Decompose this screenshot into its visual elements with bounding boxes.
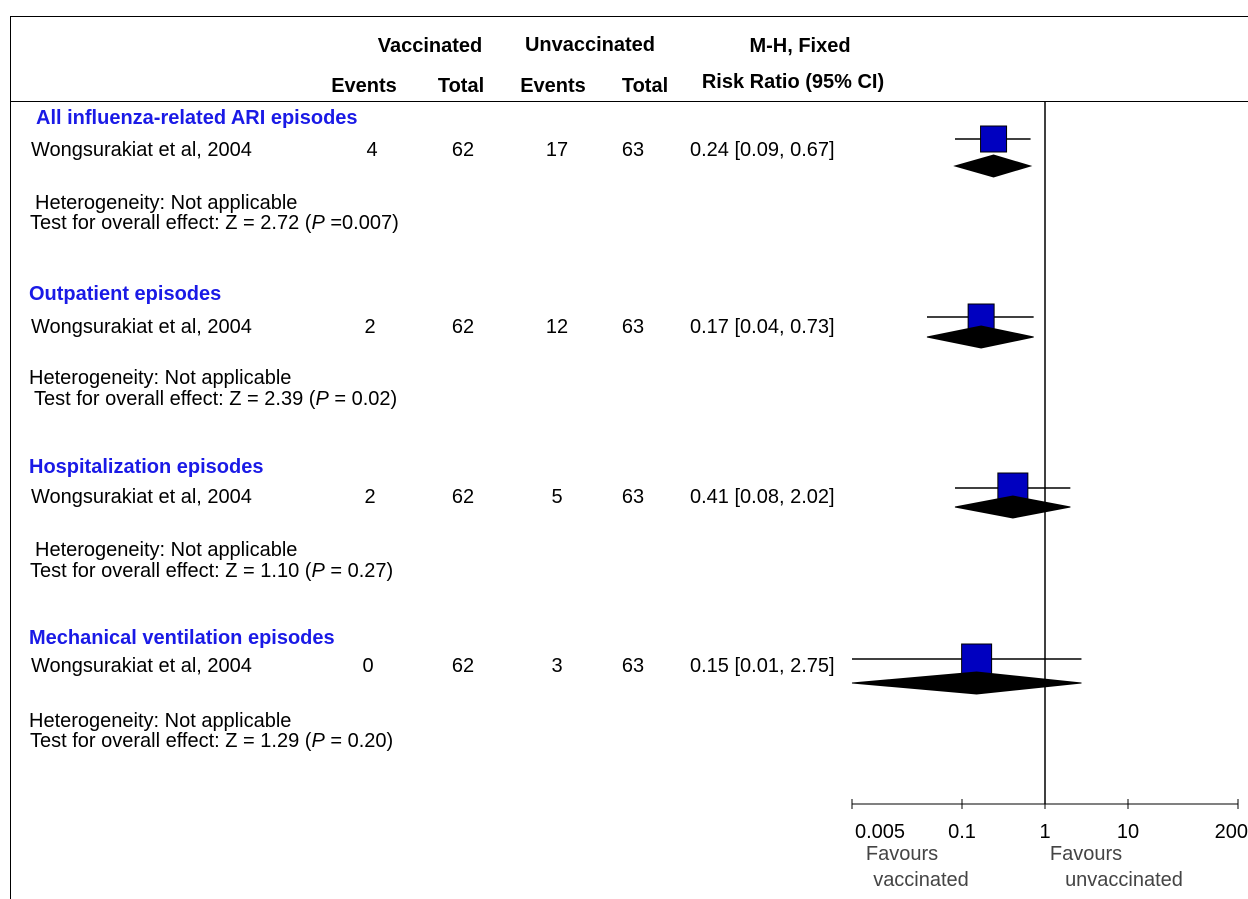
pooled-effect-diamond [851, 671, 1082, 695]
axis-tick-label: 0.1 [948, 821, 976, 843]
favours-unvaccinated-line1: Favours [1049, 843, 1123, 865]
unvaccinated-total: 63 [621, 655, 645, 677]
axis-tick-label: 1 [1039, 821, 1051, 843]
group-title: All influenza-related ARI episodes [36, 107, 358, 129]
pooled-effect-diamond [954, 495, 1071, 519]
header-events-vaccinated: Events [331, 75, 397, 97]
risk-ratio-ci: 0.24 [0.09, 0.67] [690, 139, 835, 161]
study-name: Wongsurakiat et al, 2004 [31, 139, 252, 161]
heterogeneity: Heterogeneity: Not applicable [29, 367, 292, 389]
header-total-vaccinated: Total [437, 75, 485, 97]
header-effect: Risk Ratio (95% CI) [701, 71, 885, 93]
favours-vaccinated-line2: vaccinated [873, 869, 969, 891]
heterogeneity: Heterogeneity: Not applicable [35, 539, 298, 561]
test-suffix: = 0.27) [324, 560, 394, 582]
left-border [10, 16, 11, 899]
test-prefix: Test for overall effect: Z = 2.39 ( [34, 388, 316, 410]
header-unvaccinated: Unvaccinated [524, 34, 656, 56]
overall-effect-test: Test for overall effect: Z = 1.29 (P = 0… [30, 731, 393, 751]
risk-ratio-ci: 0.15 [0.01, 2.75] [690, 655, 835, 677]
test-suffix: =0.007) [324, 212, 399, 234]
unvaccinated-events: 17 [545, 139, 569, 161]
favours-unvaccinated-line2: unvaccinated [1065, 869, 1183, 891]
test-prefix: Test for overall effect: Z = 2.72 ( [30, 212, 312, 234]
risk-ratio-ci: 0.17 [0.04, 0.73] [690, 316, 835, 338]
point-estimate-marker [980, 125, 1008, 153]
header-events-unvaccinated: Events [520, 75, 586, 97]
p-label: P [311, 212, 325, 234]
point-estimate-marker [961, 643, 993, 675]
vaccinated-total: 62 [451, 139, 475, 161]
pooled-effect-diamond [926, 325, 1034, 349]
pooled-effect-diamond [953, 154, 1033, 178]
header-total-unvaccinated: Total [621, 75, 669, 97]
vaccinated-events: 4 [366, 139, 378, 161]
unvaccinated-events: 5 [551, 486, 563, 508]
unvaccinated-total: 63 [621, 486, 645, 508]
study-name: Wongsurakiat et al, 2004 [31, 316, 252, 338]
vaccinated-events: 2 [364, 486, 376, 508]
vaccinated-events: 2 [364, 316, 376, 338]
overall-effect-test: Test for overall effect: Z = 2.72 (P =0.… [30, 213, 399, 233]
overall-effect-test: Test for overall effect: Z = 1.10 (P = 0… [30, 561, 393, 581]
header-method: M-H, Fixed [749, 35, 851, 57]
overall-effect-test: Test for overall effect: Z = 2.39 (P = 0… [34, 389, 397, 409]
vaccinated-total: 62 [451, 316, 475, 338]
vaccinated-total: 62 [451, 486, 475, 508]
vaccinated-total: 62 [451, 655, 475, 677]
axis-tick-label: 200 [1214, 821, 1248, 843]
test-prefix: Test for overall effect: Z = 1.10 ( [30, 560, 312, 582]
group-title: Hospitalization episodes [29, 456, 264, 478]
header-rule [10, 101, 1248, 102]
header-vaccinated: Vaccinated [377, 35, 483, 57]
favours-vaccinated-line1: Favours [865, 843, 939, 865]
test-suffix: = 0.20) [324, 730, 394, 752]
heterogeneity: Heterogeneity: Not applicable [35, 192, 298, 214]
group-title: Outpatient episodes [29, 283, 222, 305]
study-name: Wongsurakiat et al, 2004 [31, 486, 252, 508]
group-title: Mechanical ventilation episodes [29, 627, 335, 649]
unvaccinated-total: 63 [621, 139, 645, 161]
test-prefix: Test for overall effect: Z = 1.29 ( [30, 730, 312, 752]
top-border [10, 16, 1248, 17]
unvaccinated-total: 63 [621, 316, 645, 338]
heterogeneity: Heterogeneity: Not applicable [29, 710, 292, 732]
axis-tick-label: 10 [1116, 821, 1140, 843]
unvaccinated-events: 12 [545, 316, 569, 338]
axis-tick-label: 0.005 [854, 821, 906, 843]
risk-ratio-ci: 0.41 [0.08, 2.02] [690, 486, 835, 508]
study-name: Wongsurakiat et al, 2004 [31, 655, 252, 677]
test-suffix: = 0.02) [328, 388, 398, 410]
p-label: P [311, 730, 325, 752]
unvaccinated-events: 3 [551, 655, 563, 677]
p-label: P [315, 388, 329, 410]
vaccinated-events: 0 [362, 655, 374, 677]
p-label: P [311, 560, 325, 582]
